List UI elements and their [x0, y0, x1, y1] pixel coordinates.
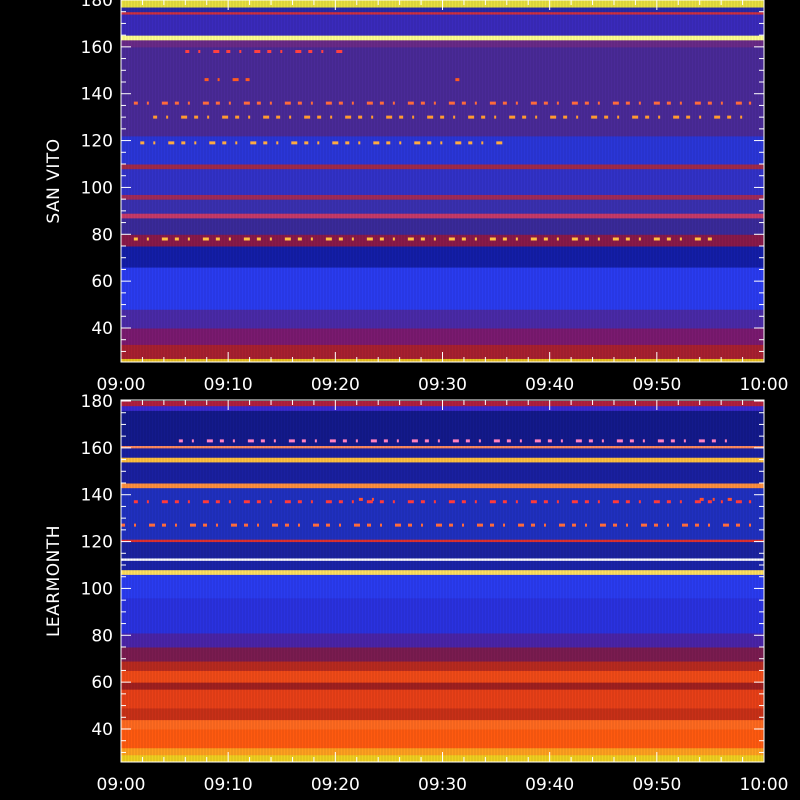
- learmonth-band: [121, 560, 764, 571]
- learmonth-band: [121, 569, 764, 575]
- san-vito-x-tick-label: 09:10: [204, 375, 253, 395]
- san-vito-band: [121, 194, 764, 200]
- learmonth-x-tick-label: 09:50: [632, 775, 681, 795]
- learmonth-band: [121, 661, 764, 671]
- san-vito-band: [121, 328, 764, 345]
- learmonth-band: [121, 747, 764, 756]
- learmonth-y-tick-label: 80: [91, 626, 113, 646]
- learmonth-band: [121, 461, 764, 484]
- san-vito-band: [121, 46, 764, 137]
- learmonth-band: [121, 689, 764, 709]
- san-vito-band: [121, 39, 764, 48]
- learmonth-band: [121, 447, 764, 458]
- learmonth-band: [121, 719, 764, 730]
- san-vito-band: [121, 135, 764, 165]
- learmonth-x-tick-label: 10:00: [740, 775, 789, 795]
- san-vito-band: [121, 267, 764, 310]
- learmonth-band: [121, 541, 764, 559]
- learmonth-x-tick-label: 09:30: [418, 775, 467, 795]
- learmonth-x-tick-label: 09:00: [97, 775, 146, 795]
- learmonth-band: [121, 670, 764, 683]
- san-vito-y-tick-label: 180: [81, 0, 113, 11]
- learmonth-x-tick-label: 09:20: [311, 775, 360, 795]
- san-vito-y-tick-label: 60: [91, 272, 113, 292]
- learmonth-band: [121, 445, 764, 449]
- learmonth-band: [121, 410, 764, 447]
- san-vito-x-tick-label: 09:50: [632, 375, 681, 395]
- san-vito-x-tick-label: 10:00: [740, 375, 789, 395]
- san-vito-plot-area: [121, 0, 764, 362]
- san-vito-y-tick-label: 160: [81, 38, 113, 58]
- san-vito-y-tick-label: 120: [81, 132, 113, 152]
- learmonth-y-tick-label: 120: [81, 533, 113, 553]
- san-vito-x-tick-label: 09:00: [97, 375, 146, 395]
- learmonth-y-tick-label: 160: [81, 439, 113, 459]
- san-vito-y-axis-title: SAN VITO: [44, 138, 64, 223]
- san-vito-band: [121, 164, 764, 170]
- learmonth-x-tick-label: 09:10: [204, 775, 253, 795]
- san-vito-y-tick-label: 40: [91, 319, 113, 339]
- learmonth-band: [121, 539, 764, 543]
- learmonth-band: [121, 729, 764, 749]
- learmonth-band: [121, 483, 764, 489]
- learmonth-band: [121, 707, 764, 721]
- san-vito-band: [121, 35, 764, 41]
- san-vito-band: [121, 168, 764, 195]
- san-vito-band: [121, 246, 764, 268]
- san-vito-y-tick-label: 80: [91, 225, 113, 245]
- learmonth-y-tick-label: 40: [91, 720, 113, 740]
- san-vito-x-tick-label: 09:20: [311, 375, 360, 395]
- san-vito-x-tick-label: 09:40: [525, 375, 574, 395]
- learmonth-y-tick-label: 60: [91, 673, 113, 693]
- learmonth-x-tick-label: 09:40: [525, 775, 574, 795]
- san-vito-x-tick-label: 09:30: [418, 375, 467, 395]
- learmonth-y-tick-label: 180: [81, 392, 113, 412]
- learmonth-band: [121, 682, 764, 690]
- learmonth-band: [121, 457, 764, 463]
- san-vito-band: [121, 11, 764, 15]
- learmonth-band: [121, 487, 764, 540]
- learmonth-band: [121, 557, 764, 561]
- san-vito-band: [121, 213, 764, 219]
- learmonth-band: [121, 597, 764, 634]
- san-vito-y-tick-label: 100: [81, 178, 113, 198]
- san-vito-band: [121, 199, 764, 214]
- learmonth-band: [121, 632, 764, 648]
- san-vito-y-tick-label: 140: [81, 85, 113, 105]
- san-vito-band: [121, 234, 764, 247]
- san-vito-band: [121, 309, 764, 329]
- san-vito-band: [121, 14, 764, 36]
- learmonth-y-tick-label: 100: [81, 579, 113, 599]
- learmonth-band: [121, 574, 764, 599]
- san-vito-band: [121, 344, 764, 359]
- san-vito-band: [121, 217, 764, 235]
- learmonth-y-axis-title: LEARMONTH: [44, 525, 64, 637]
- learmonth-plot-area: [121, 400, 764, 762]
- learmonth-y-tick-label: 140: [81, 486, 113, 506]
- learmonth-band: [121, 647, 764, 662]
